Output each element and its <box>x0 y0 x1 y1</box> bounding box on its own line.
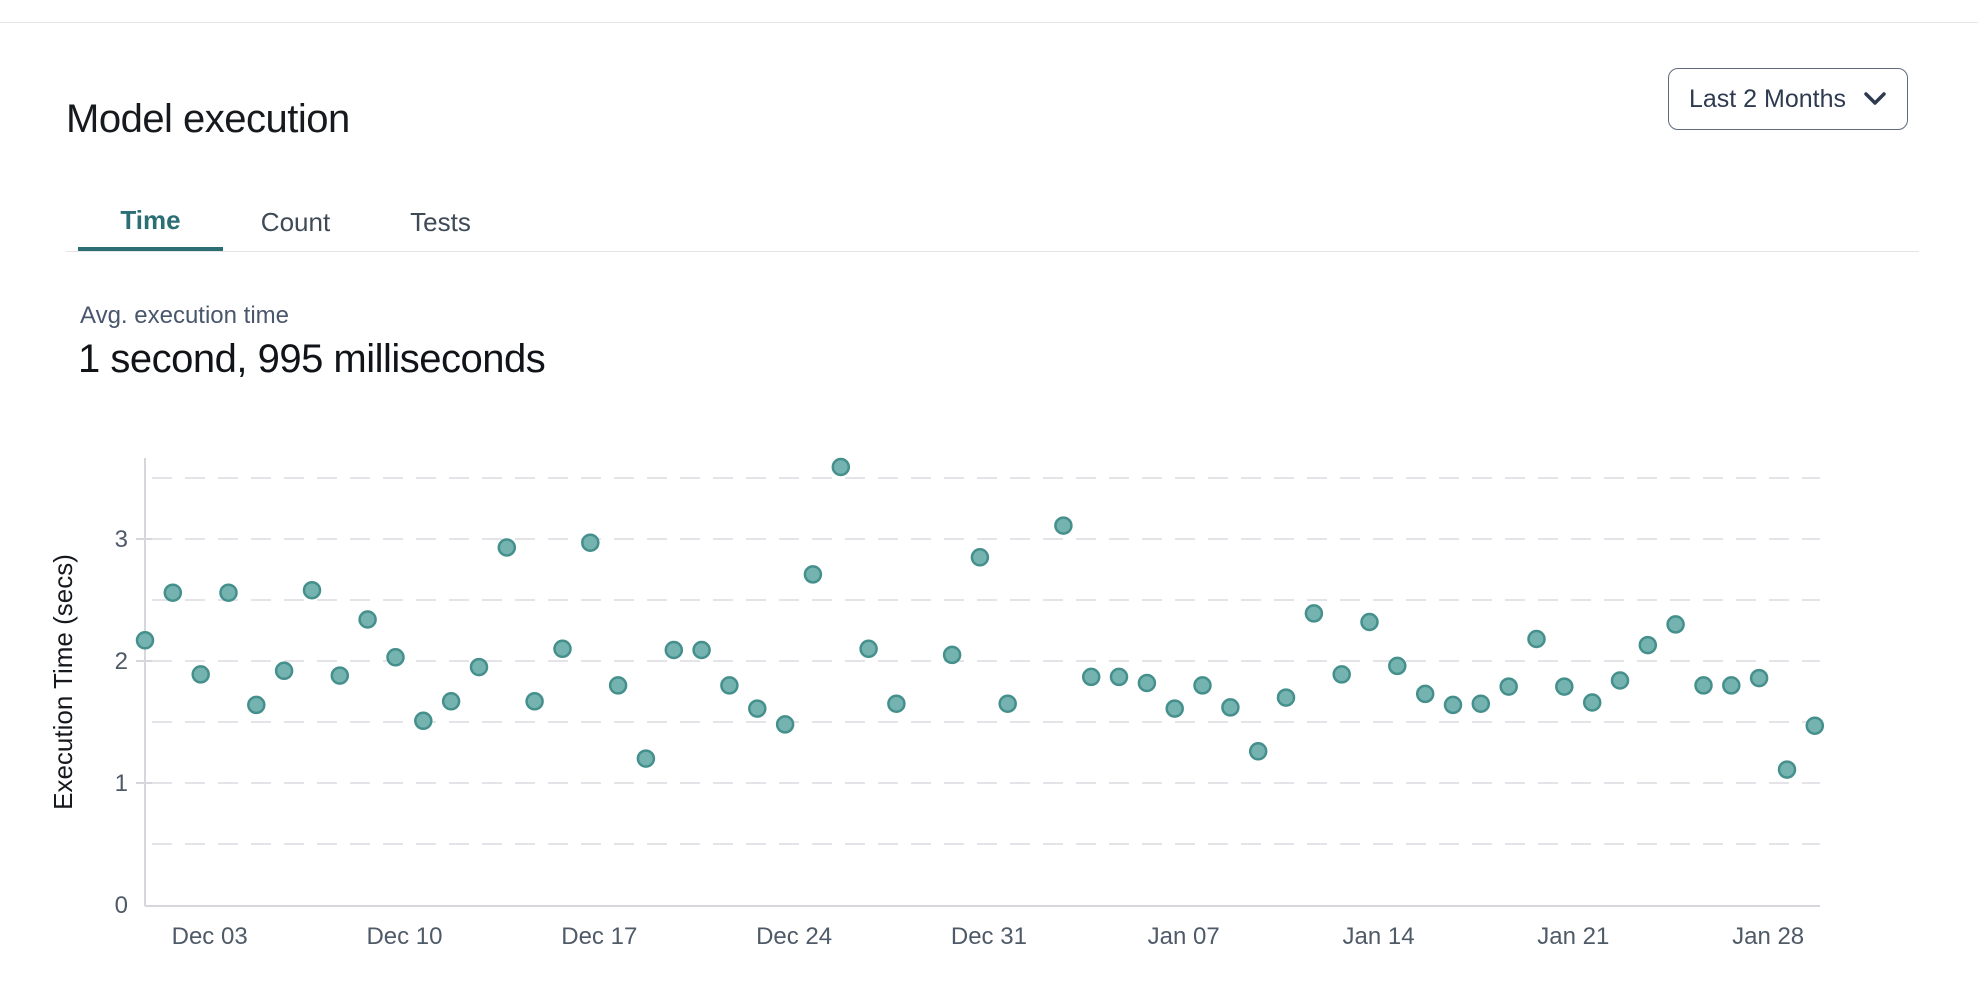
page-title: Model execution <box>66 96 350 141</box>
stat-value: 1 second, 995 milliseconds <box>78 337 546 381</box>
data-point <box>1081 667 1101 687</box>
top-divider <box>0 22 1978 23</box>
data-point <box>859 639 878 659</box>
x-tick-label: Dec 17 <box>561 923 637 950</box>
data-point <box>553 639 572 659</box>
data-point <box>1276 688 1296 707</box>
chevron-down-icon <box>1864 92 1886 105</box>
data-point <box>163 583 183 602</box>
data-point <box>1360 612 1379 632</box>
data-point <box>469 657 489 677</box>
data-point <box>191 665 210 684</box>
data-point <box>441 692 461 711</box>
execution-time-scatter-chart: 0 1 2 3 Dec 03 Dec 10 Dec 17 Dec 24 Dec 31 Jan 07… <box>48 457 1825 950</box>
data-point <box>358 610 377 629</box>
data-point <box>720 676 739 695</box>
data-point <box>1638 635 1658 655</box>
data-point <box>608 676 628 695</box>
data-point <box>942 645 962 665</box>
data-point <box>219 583 238 602</box>
x-tick-label: Jan 14 <box>1342 923 1414 950</box>
data-point <box>831 457 851 477</box>
x-tick-label: Jan 07 <box>1148 923 1220 950</box>
data-point <box>1388 656 1407 676</box>
data-point <box>887 694 906 713</box>
data-point <box>1610 671 1630 690</box>
x-tick-label: Dec 10 <box>366 923 442 950</box>
y-tick-label: 1 <box>115 770 128 797</box>
data-point <box>1694 676 1713 695</box>
y-axis-title: Execution Time (secs) <box>48 554 78 810</box>
data-point <box>1805 716 1825 735</box>
stat-label: Avg. execution time <box>80 302 290 329</box>
data-point <box>1443 695 1463 715</box>
y-tick-label: 2 <box>115 648 128 675</box>
data-point <box>748 699 767 718</box>
data-point <box>330 666 350 685</box>
data-point <box>1165 699 1184 718</box>
data-point <box>1221 698 1240 717</box>
data-point <box>274 661 294 681</box>
data-point <box>692 640 711 660</box>
x-tick-label: Dec 24 <box>756 923 832 950</box>
data-point <box>135 631 155 650</box>
data-point <box>1193 676 1212 695</box>
data-point <box>1332 665 1351 684</box>
data-point <box>1471 694 1491 713</box>
date-range-label: Last 2 Months <box>1688 84 1847 113</box>
data-point <box>1555 677 1574 696</box>
data-point <box>1527 629 1546 649</box>
data-point <box>803 565 823 584</box>
tab-time[interactable]: Time <box>78 192 223 251</box>
data-point <box>1666 615 1685 634</box>
x-tick-label: Dec 31 <box>951 923 1027 950</box>
data-point <box>302 580 322 600</box>
data-point <box>1777 760 1797 779</box>
x-tick-label: Jan 28 <box>1732 923 1804 950</box>
data-point <box>497 538 517 557</box>
data-point <box>664 640 684 660</box>
data-point <box>1137 673 1157 693</box>
data-point <box>970 548 990 567</box>
data-point <box>998 694 1017 713</box>
y-tick-label: 0 <box>115 892 128 919</box>
x-tick-label: Dec 03 <box>172 923 248 950</box>
x-tick-label: Jan 21 <box>1537 923 1609 950</box>
data-point <box>1109 667 1129 687</box>
data-point <box>414 711 433 731</box>
data-point <box>775 715 795 734</box>
date-range-dropdown[interactable]: Last 2 Months <box>1668 68 1908 130</box>
data-point <box>1749 668 1769 688</box>
data-point <box>1248 742 1268 761</box>
data-point <box>247 695 266 715</box>
data-point <box>636 749 656 768</box>
data-point <box>1304 604 1324 623</box>
y-tick-label: 3 <box>115 526 128 553</box>
data-point <box>1499 677 1518 696</box>
data-point <box>581 533 600 552</box>
tab-bar: Time Count Tests <box>66 192 1919 252</box>
tab-count[interactable]: Count <box>223 192 368 251</box>
data-point <box>525 692 544 711</box>
data-point <box>1415 684 1435 704</box>
data-point <box>386 648 405 667</box>
tab-tests[interactable]: Tests <box>368 192 513 251</box>
data-point <box>1582 693 1602 712</box>
data-point <box>1054 516 1073 535</box>
data-point <box>1722 676 1741 695</box>
